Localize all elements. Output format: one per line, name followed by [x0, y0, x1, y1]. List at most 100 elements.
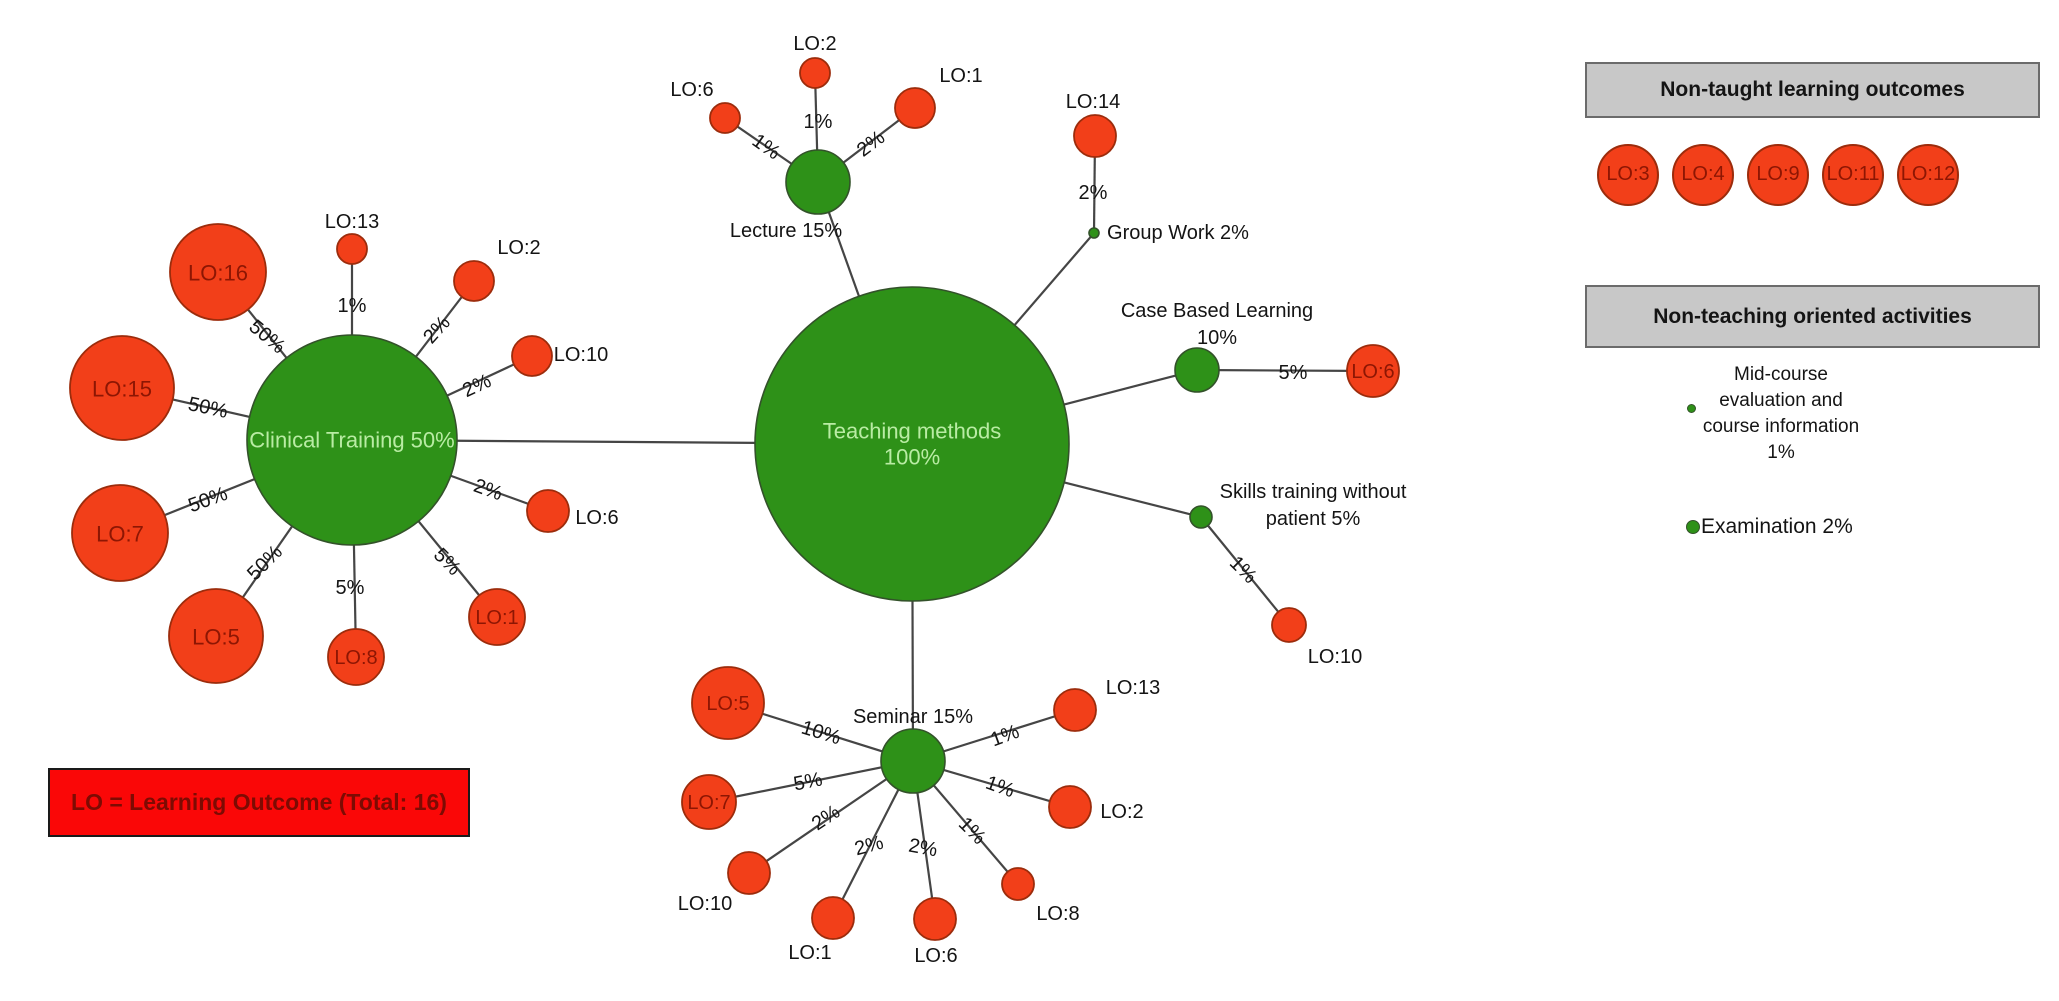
lo-label-c1: LO:1	[475, 607, 518, 629]
lo-label-s10: LO:10	[1308, 646, 1362, 668]
non-taught-circle-lo-9: LO:9	[1747, 144, 1809, 206]
lo-node-c1	[468, 588, 526, 646]
non-taught-circle-lo-3: LO:3	[1597, 144, 1659, 206]
lo-node-se1	[811, 896, 855, 940]
non-teaching-activities-title: Non-teaching oriented activities	[1585, 285, 2040, 348]
lo-label-l2: LO:2	[793, 33, 836, 55]
edge-pct-c1: 5%	[429, 544, 465, 580]
edge-cbl-cb6	[1196, 368, 1374, 373]
edge-pct-se5: 10%	[799, 717, 844, 750]
edge-pct-se13: 1%	[988, 721, 1023, 752]
lo-label-se6: LO:6	[914, 945, 957, 967]
mid-course-line: evaluation and	[1719, 390, 1843, 411]
hub-label-skills: patient 5%	[1266, 508, 1361, 530]
hub-label-teaching: Teaching methods	[823, 419, 1002, 444]
non-taught-circle-lo-4: LO:4	[1672, 144, 1734, 206]
hub-label-teaching: 100%	[884, 445, 940, 470]
hub-node-lecture	[785, 149, 851, 215]
lo-node-c16	[169, 223, 267, 321]
lo-node-se6	[913, 897, 957, 941]
edge-skills-s10	[1200, 516, 1290, 626]
lo-node-c2	[453, 260, 495, 302]
hub-label-cbl: Case Based Learning	[1121, 300, 1313, 322]
mid-course-line: 1%	[1767, 442, 1795, 463]
lo-node-se5	[691, 666, 765, 740]
hub-label-lecture: Lecture 15%	[730, 220, 843, 242]
lo-label-cb6: LO:6	[1351, 361, 1394, 383]
hub-node-clinical	[246, 334, 458, 546]
edge-pct-se6: 2%	[907, 835, 940, 862]
lo-label-c16: LO:16	[188, 261, 248, 286]
lo-label-se2: LO:2	[1100, 801, 1143, 823]
lo-label-c2: LO:2	[497, 237, 540, 259]
edge-pct-se7: 5%	[792, 768, 825, 795]
mid-course-line: Mid-course	[1734, 364, 1828, 385]
lo-node-c15	[69, 335, 175, 441]
hub-node-cbl	[1174, 347, 1220, 393]
lo-label-c6: LO:6	[575, 507, 618, 529]
lo-node-c5	[168, 588, 264, 684]
edge-pct-c7: 50%	[185, 483, 230, 517]
edge-pct-c5: 50%	[243, 541, 287, 585]
lo-node-s10	[1271, 607, 1307, 643]
lo-label-se8: LO:8	[1036, 903, 1079, 925]
lo-label-c10: LO:10	[554, 344, 608, 366]
non-taught-circle-lo-11: LO:11	[1822, 144, 1884, 206]
lo-node-c7	[71, 484, 169, 582]
edge-pct-l6: 1%	[748, 130, 784, 165]
lo-label-l6: LO:6	[670, 79, 713, 101]
lo-node-g14	[1073, 114, 1117, 158]
lo-node-c13	[336, 233, 368, 265]
lo-node-cb6	[1346, 344, 1400, 398]
edge-pct-c6: 2%	[471, 475, 506, 506]
non-taught-outcomes-title: Non-taught learning outcomes	[1585, 62, 2040, 118]
lo-node-se7	[681, 774, 737, 830]
edge-pct-g14: 2%	[1079, 182, 1108, 204]
lo-node-se10	[727, 851, 771, 895]
edge-pct-c8: 5%	[336, 577, 365, 599]
edge-pct-c2: 2%	[419, 312, 455, 348]
edge-seminar-se10	[748, 760, 914, 874]
hub-label-groupwork: Group Work 2%	[1107, 222, 1249, 244]
mid-course-line: course information	[1702, 416, 1860, 437]
lo-label-se7: LO:7	[687, 792, 730, 814]
hub-label-clinical: Clinical Training 50%	[249, 428, 454, 453]
examination-bullet-dot	[1686, 520, 1700, 534]
edge-seminar-se7	[708, 759, 914, 804]
lo-node-c6	[526, 489, 570, 533]
hub-node-groupwork	[1088, 227, 1100, 239]
edge-pct-c15: 50%	[186, 393, 230, 423]
edge-pct-se1: 2%	[852, 832, 886, 861]
lo-label-g14: LO:14	[1066, 91, 1120, 113]
lo-label-c5: LO:5	[192, 625, 240, 650]
edge-pct-l2: 1%	[804, 111, 833, 133]
lo-label-se1: LO:1	[788, 942, 831, 964]
edge-pct-c13: 1%	[338, 295, 367, 317]
lo-node-se13	[1053, 688, 1097, 732]
lo-node-l6	[709, 102, 741, 134]
lo-label-l1: LO:1	[939, 65, 982, 87]
lo-label-c7: LO:7	[96, 522, 144, 547]
lo-label-se13: LO:13	[1106, 677, 1160, 699]
edge-skills-teaching	[1063, 481, 1191, 516]
lo-node-se2	[1048, 785, 1092, 829]
edge-pct-se2: 1%	[983, 772, 1018, 803]
hub-label-cbl: 10%	[1197, 327, 1237, 349]
hub-label-skills: Skills training without	[1220, 481, 1407, 503]
edge-lecture-teaching	[827, 211, 861, 297]
edge-groupwork-teaching	[1013, 236, 1092, 326]
legend-note: LO = Learning Outcome (Total: 16)	[48, 768, 470, 837]
hub-node-teaching	[754, 286, 1070, 602]
hub-label-seminar: Seminar 15%	[853, 706, 973, 728]
lo-label-c13: LO:13	[325, 211, 379, 233]
lo-node-c10	[511, 335, 553, 377]
lo-label-c15: LO:15	[92, 377, 152, 402]
lo-label-se5: LO:5	[706, 693, 749, 715]
mid-course-bullet-dot	[1687, 404, 1696, 413]
lo-label-se10: LO:10	[678, 893, 732, 915]
non-taught-circle-lo-12: LO:12	[1897, 144, 1959, 206]
lo-node-se8	[1001, 867, 1035, 901]
mid-course-evaluation-item: Mid-course evaluation and course informa…	[1631, 362, 1931, 466]
